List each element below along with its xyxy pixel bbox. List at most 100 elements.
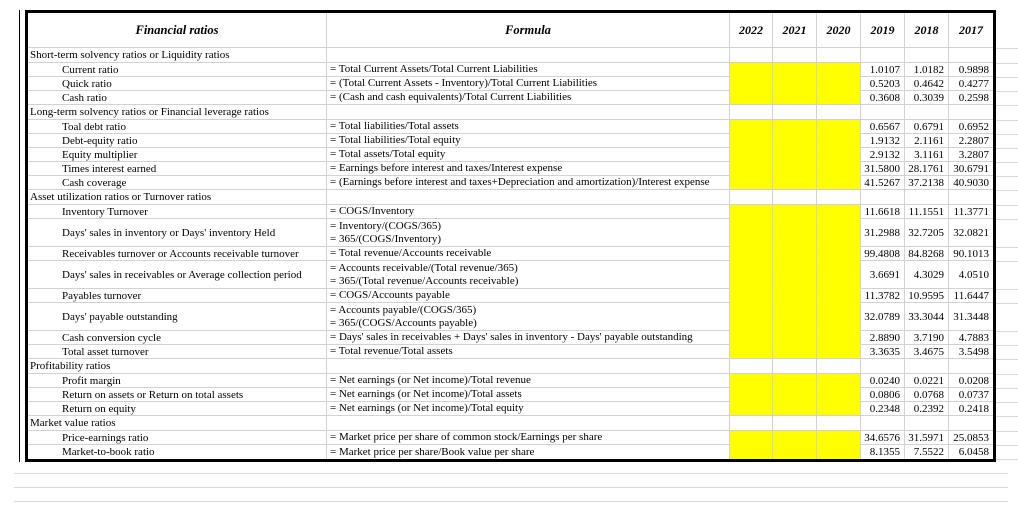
value-cell-2019[interactable]: 31.2988 [861, 219, 905, 247]
input-cell-2021[interactable] [773, 63, 817, 77]
input-cell-2022[interactable] [730, 91, 773, 105]
value-cell-2017[interactable] [949, 190, 993, 205]
formula-cell[interactable]: = Total liabilities/Total equity [327, 134, 730, 148]
input-cell-2020[interactable] [817, 445, 861, 459]
value-cell-2021[interactable] [773, 416, 817, 431]
value-cell-2017[interactable]: 32.0821 [949, 219, 993, 247]
ratio-label-cell[interactable]: Equity multiplier [28, 148, 327, 162]
value-cell-2017[interactable]: 31.3448 [949, 303, 993, 331]
value-cell-2019[interactable]: 32.0789 [861, 303, 905, 331]
value-cell-2018[interactable]: 31.5971 [905, 431, 949, 445]
formula-cell[interactable]: = Total Current Assets/Total Current Lia… [327, 63, 730, 77]
value-cell-2018[interactable]: 84.8268 [905, 247, 949, 261]
value-cell-2017[interactable] [949, 416, 993, 431]
value-cell-2017[interactable]: 0.4277 [949, 77, 993, 91]
value-cell-2019[interactable]: 1.9132 [861, 134, 905, 148]
input-cell-2020[interactable] [817, 77, 861, 91]
ratio-label-cell[interactable]: Total asset turnover [28, 345, 327, 359]
value-cell-2018[interactable]: 3.7190 [905, 331, 949, 345]
input-cell-2021[interactable] [773, 303, 817, 331]
section-label-cell[interactable]: Profitability ratios [28, 359, 327, 374]
input-cell-2020[interactable] [817, 402, 861, 416]
input-cell-2020[interactable] [817, 219, 861, 247]
value-cell-2020[interactable] [817, 416, 861, 431]
value-cell-2019[interactable]: 11.3782 [861, 289, 905, 303]
value-cell-2019[interactable] [861, 105, 905, 120]
input-cell-2022[interactable] [730, 345, 773, 359]
value-cell-2019[interactable]: 0.2348 [861, 402, 905, 416]
input-cell-2021[interactable] [773, 91, 817, 105]
value-cell-2019[interactable]: 1.0107 [861, 63, 905, 77]
input-cell-2022[interactable] [730, 445, 773, 459]
value-cell-2017[interactable]: 4.0510 [949, 261, 993, 289]
value-cell-2021[interactable] [773, 48, 817, 63]
section-label-cell[interactable]: Long-term solvency ratios or Financial l… [28, 105, 327, 120]
input-cell-2022[interactable] [730, 148, 773, 162]
value-cell-2018[interactable] [905, 190, 949, 205]
formula-cell[interactable]: = (Earnings before interest and taxes+De… [327, 176, 730, 190]
year-header-2019[interactable]: 2019 [861, 13, 905, 48]
input-cell-2021[interactable] [773, 261, 817, 289]
formula-cell[interactable]: = Market price per share of common stock… [327, 431, 730, 445]
formula-cell[interactable]: = Days' sales in receivables + Days' sal… [327, 331, 730, 345]
value-cell-2017[interactable]: 0.0737 [949, 388, 993, 402]
ratio-label-cell[interactable]: Times interest earned [28, 162, 327, 176]
input-cell-2020[interactable] [817, 303, 861, 331]
input-cell-2022[interactable] [730, 289, 773, 303]
formula-cell[interactable] [327, 48, 730, 63]
value-cell-2019[interactable] [861, 416, 905, 431]
formula-cell[interactable]: = (Total Current Assets - Inventory)/Tot… [327, 77, 730, 91]
value-cell-2022[interactable] [730, 359, 773, 374]
input-cell-2021[interactable] [773, 289, 817, 303]
value-cell-2017[interactable]: 0.2418 [949, 402, 993, 416]
input-cell-2020[interactable] [817, 134, 861, 148]
input-cell-2022[interactable] [730, 162, 773, 176]
value-cell-2019[interactable] [861, 359, 905, 374]
value-cell-2017[interactable]: 40.9030 [949, 176, 993, 190]
value-cell-2019[interactable]: 0.0806 [861, 388, 905, 402]
year-header-2021[interactable]: 2021 [773, 13, 817, 48]
input-cell-2021[interactable] [773, 205, 817, 219]
input-cell-2021[interactable] [773, 219, 817, 247]
input-cell-2022[interactable] [730, 374, 773, 388]
formula-cell[interactable]: = Total revenue/Accounts receivable [327, 247, 730, 261]
year-header-2017[interactable]: 2017 [949, 13, 993, 48]
formula-cell[interactable]: = Earnings before interest and taxes/Int… [327, 162, 730, 176]
value-cell-2018[interactable] [905, 416, 949, 431]
input-cell-2022[interactable] [730, 120, 773, 134]
formula-cell[interactable]: = Net earnings (or Net income)/Total ass… [327, 388, 730, 402]
value-cell-2018[interactable]: 0.6791 [905, 120, 949, 134]
input-cell-2021[interactable] [773, 431, 817, 445]
value-cell-2022[interactable] [730, 48, 773, 63]
input-cell-2020[interactable] [817, 148, 861, 162]
value-cell-2017[interactable]: 11.6447 [949, 289, 993, 303]
formula-cell[interactable]: = Total liabilities/Total assets [327, 120, 730, 134]
value-cell-2021[interactable] [773, 190, 817, 205]
value-cell-2020[interactable] [817, 105, 861, 120]
input-cell-2020[interactable] [817, 91, 861, 105]
input-cell-2020[interactable] [817, 120, 861, 134]
input-cell-2021[interactable] [773, 445, 817, 459]
input-cell-2020[interactable] [817, 162, 861, 176]
value-cell-2018[interactable]: 0.4642 [905, 77, 949, 91]
input-cell-2022[interactable] [730, 402, 773, 416]
input-cell-2021[interactable] [773, 247, 817, 261]
year-header-2020[interactable]: 2020 [817, 13, 861, 48]
header-cell-formula[interactable]: Formula [327, 13, 730, 48]
value-cell-2017[interactable]: 0.2598 [949, 91, 993, 105]
formula-cell[interactable] [327, 190, 730, 205]
value-cell-2018[interactable]: 7.5522 [905, 445, 949, 459]
ratio-label-cell[interactable]: Days' sales in inventory or Days' invent… [28, 219, 327, 247]
value-cell-2017[interactable]: 2.2807 [949, 134, 993, 148]
value-cell-2019[interactable]: 34.6576 [861, 431, 905, 445]
formula-cell[interactable]: = Total assets/Total equity [327, 148, 730, 162]
ratio-label-cell[interactable]: Profit margin [28, 374, 327, 388]
formula-cell[interactable]: = Inventory/(COGS/365) = 365/(COGS/Invent… [327, 219, 730, 247]
value-cell-2018[interactable] [905, 105, 949, 120]
value-cell-2020[interactable] [817, 48, 861, 63]
value-cell-2017[interactable]: 30.6791 [949, 162, 993, 176]
value-cell-2018[interactable]: 0.0768 [905, 388, 949, 402]
ratio-label-cell[interactable]: Payables turnover [28, 289, 327, 303]
formula-cell[interactable]: = COGS/Inventory [327, 205, 730, 219]
value-cell-2020[interactable] [817, 359, 861, 374]
